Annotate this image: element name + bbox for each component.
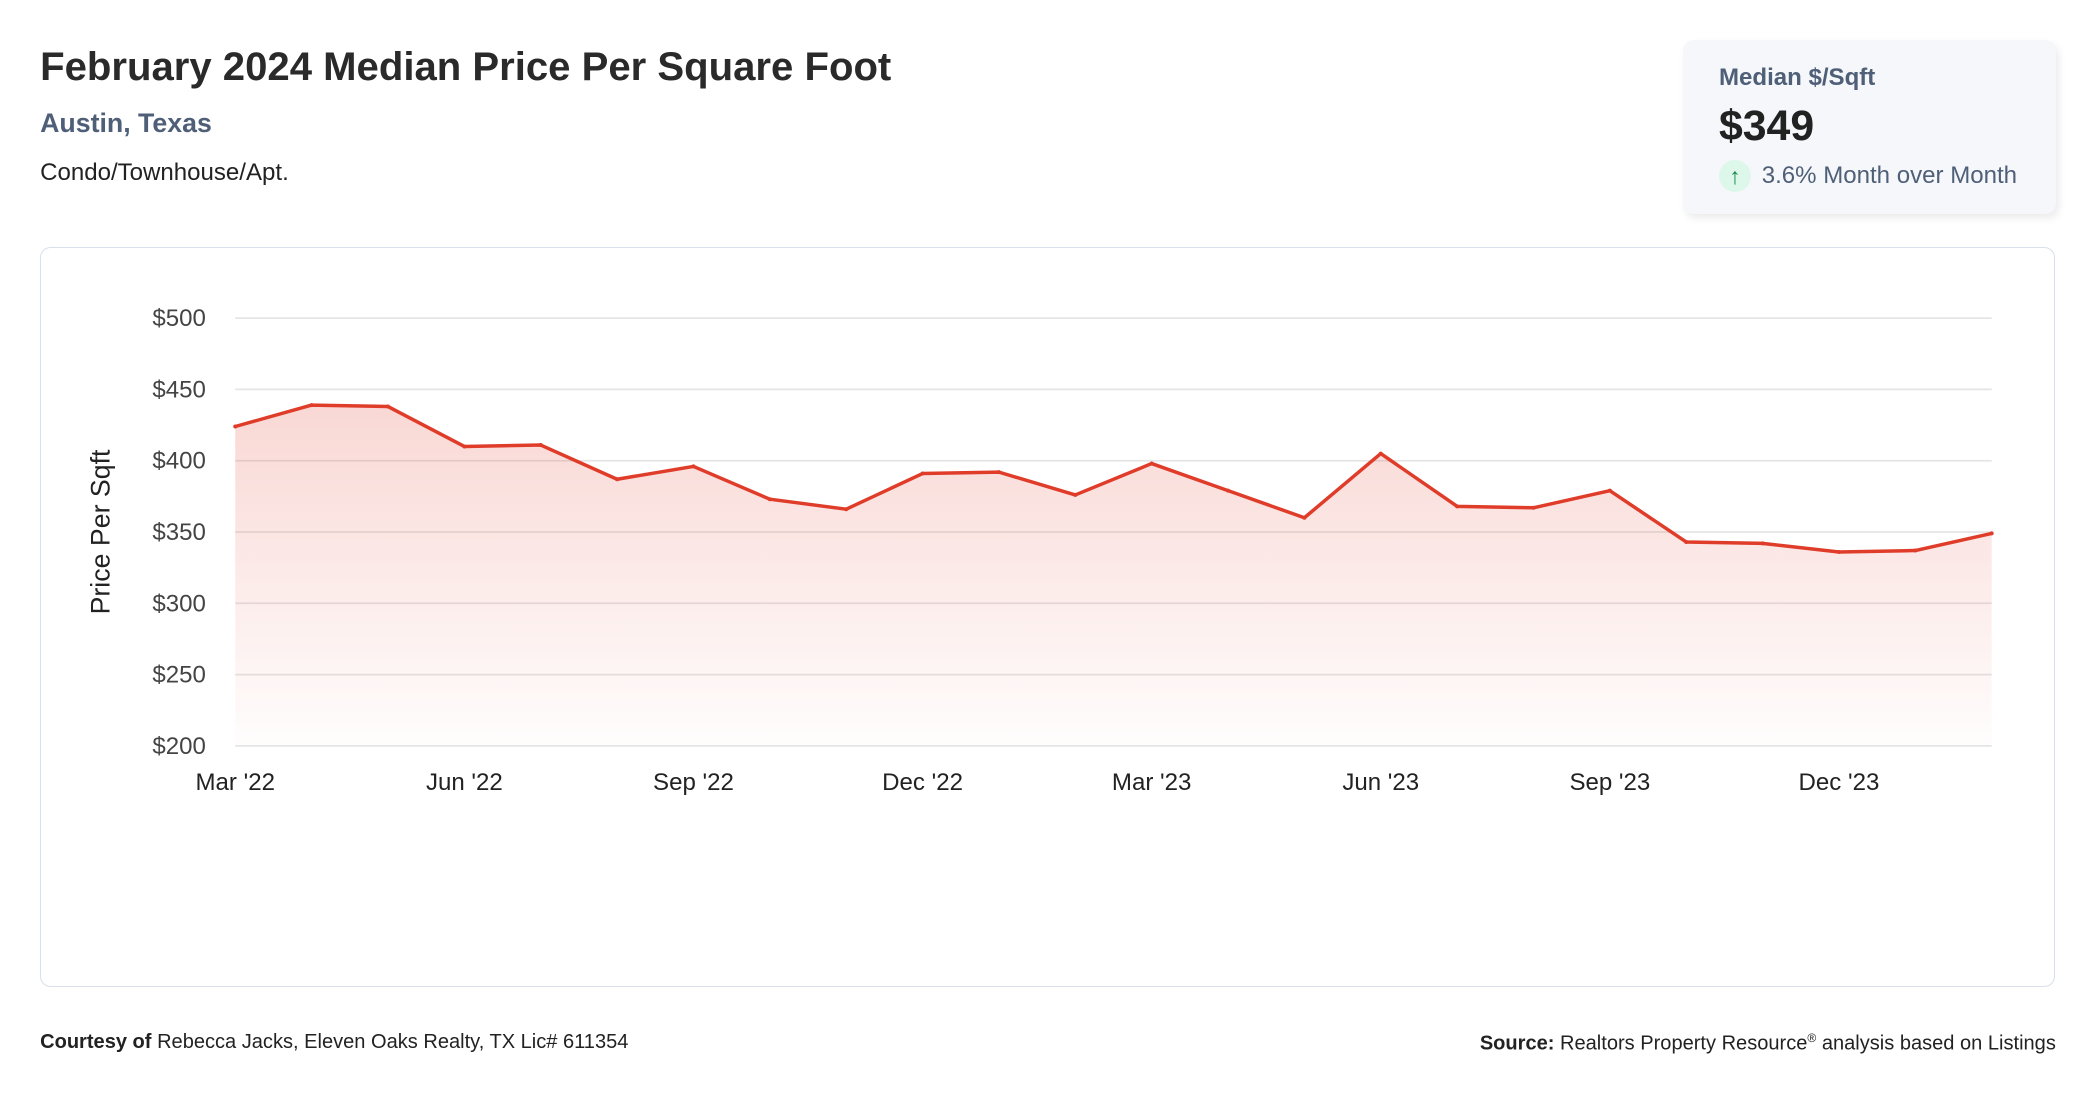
page-title: February 2024 Median Price Per Square Fo… [40, 45, 892, 90]
y-tick-label: $450 [152, 376, 206, 403]
x-tick-label: Sep '22 [653, 769, 734, 796]
data-point [1378, 451, 1383, 456]
kpi-value: $349 [1718, 101, 1815, 150]
y-tick-label: $200 [152, 733, 206, 760]
courtesy: Courtesy of Rebecca Jacks, Eleven Oaks R… [40, 1031, 628, 1054]
data-point [1149, 461, 1154, 466]
x-tick-label: Dec '23 [1799, 769, 1880, 796]
data-point [309, 403, 314, 408]
x-tick-label: Mar '22 [196, 769, 275, 796]
x-tick-label: Jun '23 [1342, 769, 1419, 796]
kpi-change-text: 3.6% Month over Month [1761, 162, 2018, 190]
location: Austin, Texas [40, 108, 212, 139]
x-tick-label: Jun '22 [426, 769, 503, 796]
y-tick-label: $250 [152, 662, 206, 689]
x-tick-label: Dec '22 [882, 769, 963, 796]
y-tick-label: $300 [152, 590, 206, 617]
data-point [1684, 539, 1689, 544]
data-point [385, 404, 390, 409]
data-point [767, 497, 772, 502]
data-point [1607, 488, 1612, 493]
x-tick-label: Mar '23 [1112, 769, 1191, 796]
y-tick-label: $400 [152, 448, 206, 475]
data-point [920, 471, 925, 476]
data-point [1073, 492, 1078, 497]
data-point [844, 507, 849, 512]
chart-container [40, 247, 2056, 988]
data-point [615, 477, 620, 482]
data-point [1531, 505, 1536, 510]
property-type: Condo/Townhouse/Apt. [40, 159, 289, 187]
source-label: Source: [1479, 1032, 1555, 1055]
source: Source: Realtors Property Resource® anal… [1480, 1031, 2056, 1056]
data-point [233, 424, 238, 429]
courtesy-label: Courtesy of [40, 1030, 152, 1053]
data-point [1302, 515, 1307, 520]
data-point [1226, 488, 1231, 493]
data-point [1455, 504, 1460, 509]
courtesy-text: Rebecca Jacks, Eleven Oaks Realty, TX Li… [157, 1030, 629, 1053]
data-point [1913, 548, 1918, 553]
area-fill [235, 405, 1992, 746]
data-point [1760, 541, 1765, 546]
data-point [691, 464, 696, 469]
arrow-up-icon: ↑ [1718, 160, 1752, 193]
data-point [996, 470, 1001, 475]
source-text: Realtors Property Resource [1560, 1032, 1808, 1055]
kpi-card: Median $/Sqft $349 ↑ 3.6% Month over Mon… [1682, 40, 2056, 214]
x-tick-label: Sep '23 [1569, 769, 1650, 796]
data-point [1836, 549, 1841, 554]
data-point [538, 443, 543, 448]
y-axis-title: Price Per Sqft [86, 449, 116, 614]
kpi-change: ↑ 3.6% Month over Month [1718, 160, 2018, 193]
registered-mark: ® [1807, 1030, 1817, 1045]
y-tick-label: $500 [152, 305, 206, 332]
series-line [234, 403, 1993, 554]
source-suffix: analysis based on Listings [1816, 1032, 2056, 1055]
kpi-label: Median $/Sqft [1718, 64, 1876, 92]
data-point [462, 444, 467, 449]
data-point [1989, 531, 1994, 536]
y-tick-label: $350 [152, 519, 206, 546]
